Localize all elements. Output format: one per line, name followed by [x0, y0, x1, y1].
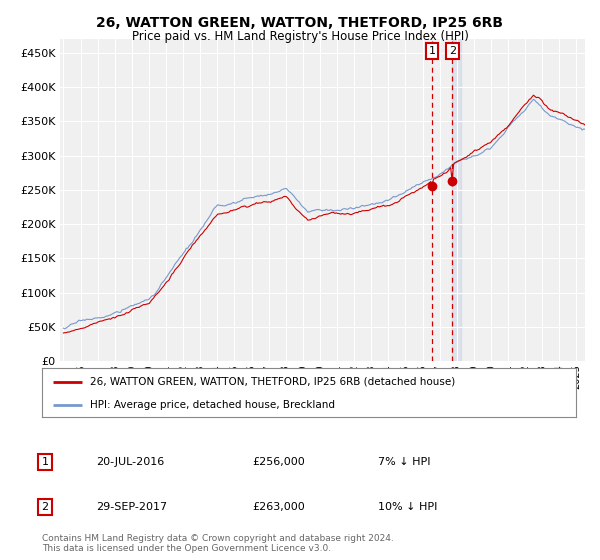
Text: Contains HM Land Registry data © Crown copyright and database right 2024.
This d: Contains HM Land Registry data © Crown c… — [42, 534, 394, 553]
Text: 2: 2 — [41, 502, 49, 512]
Text: 2: 2 — [449, 46, 456, 56]
Text: 26, WATTON GREEN, WATTON, THETFORD, IP25 6RB (detached house): 26, WATTON GREEN, WATTON, THETFORD, IP25… — [90, 377, 455, 387]
Text: 29-SEP-2017: 29-SEP-2017 — [96, 502, 167, 512]
Text: £263,000: £263,000 — [252, 502, 305, 512]
Text: Price paid vs. HM Land Registry's House Price Index (HPI): Price paid vs. HM Land Registry's House … — [131, 30, 469, 43]
Text: HPI: Average price, detached house, Breckland: HPI: Average price, detached house, Brec… — [90, 400, 335, 410]
Text: 20-JUL-2016: 20-JUL-2016 — [96, 457, 164, 467]
Text: 26, WATTON GREEN, WATTON, THETFORD, IP25 6RB: 26, WATTON GREEN, WATTON, THETFORD, IP25… — [97, 16, 503, 30]
Text: 10% ↓ HPI: 10% ↓ HPI — [378, 502, 437, 512]
Text: 1: 1 — [428, 46, 436, 56]
Text: 1: 1 — [41, 457, 49, 467]
Text: £256,000: £256,000 — [252, 457, 305, 467]
Text: 7% ↓ HPI: 7% ↓ HPI — [378, 457, 431, 467]
Bar — [452, 39, 461, 361]
